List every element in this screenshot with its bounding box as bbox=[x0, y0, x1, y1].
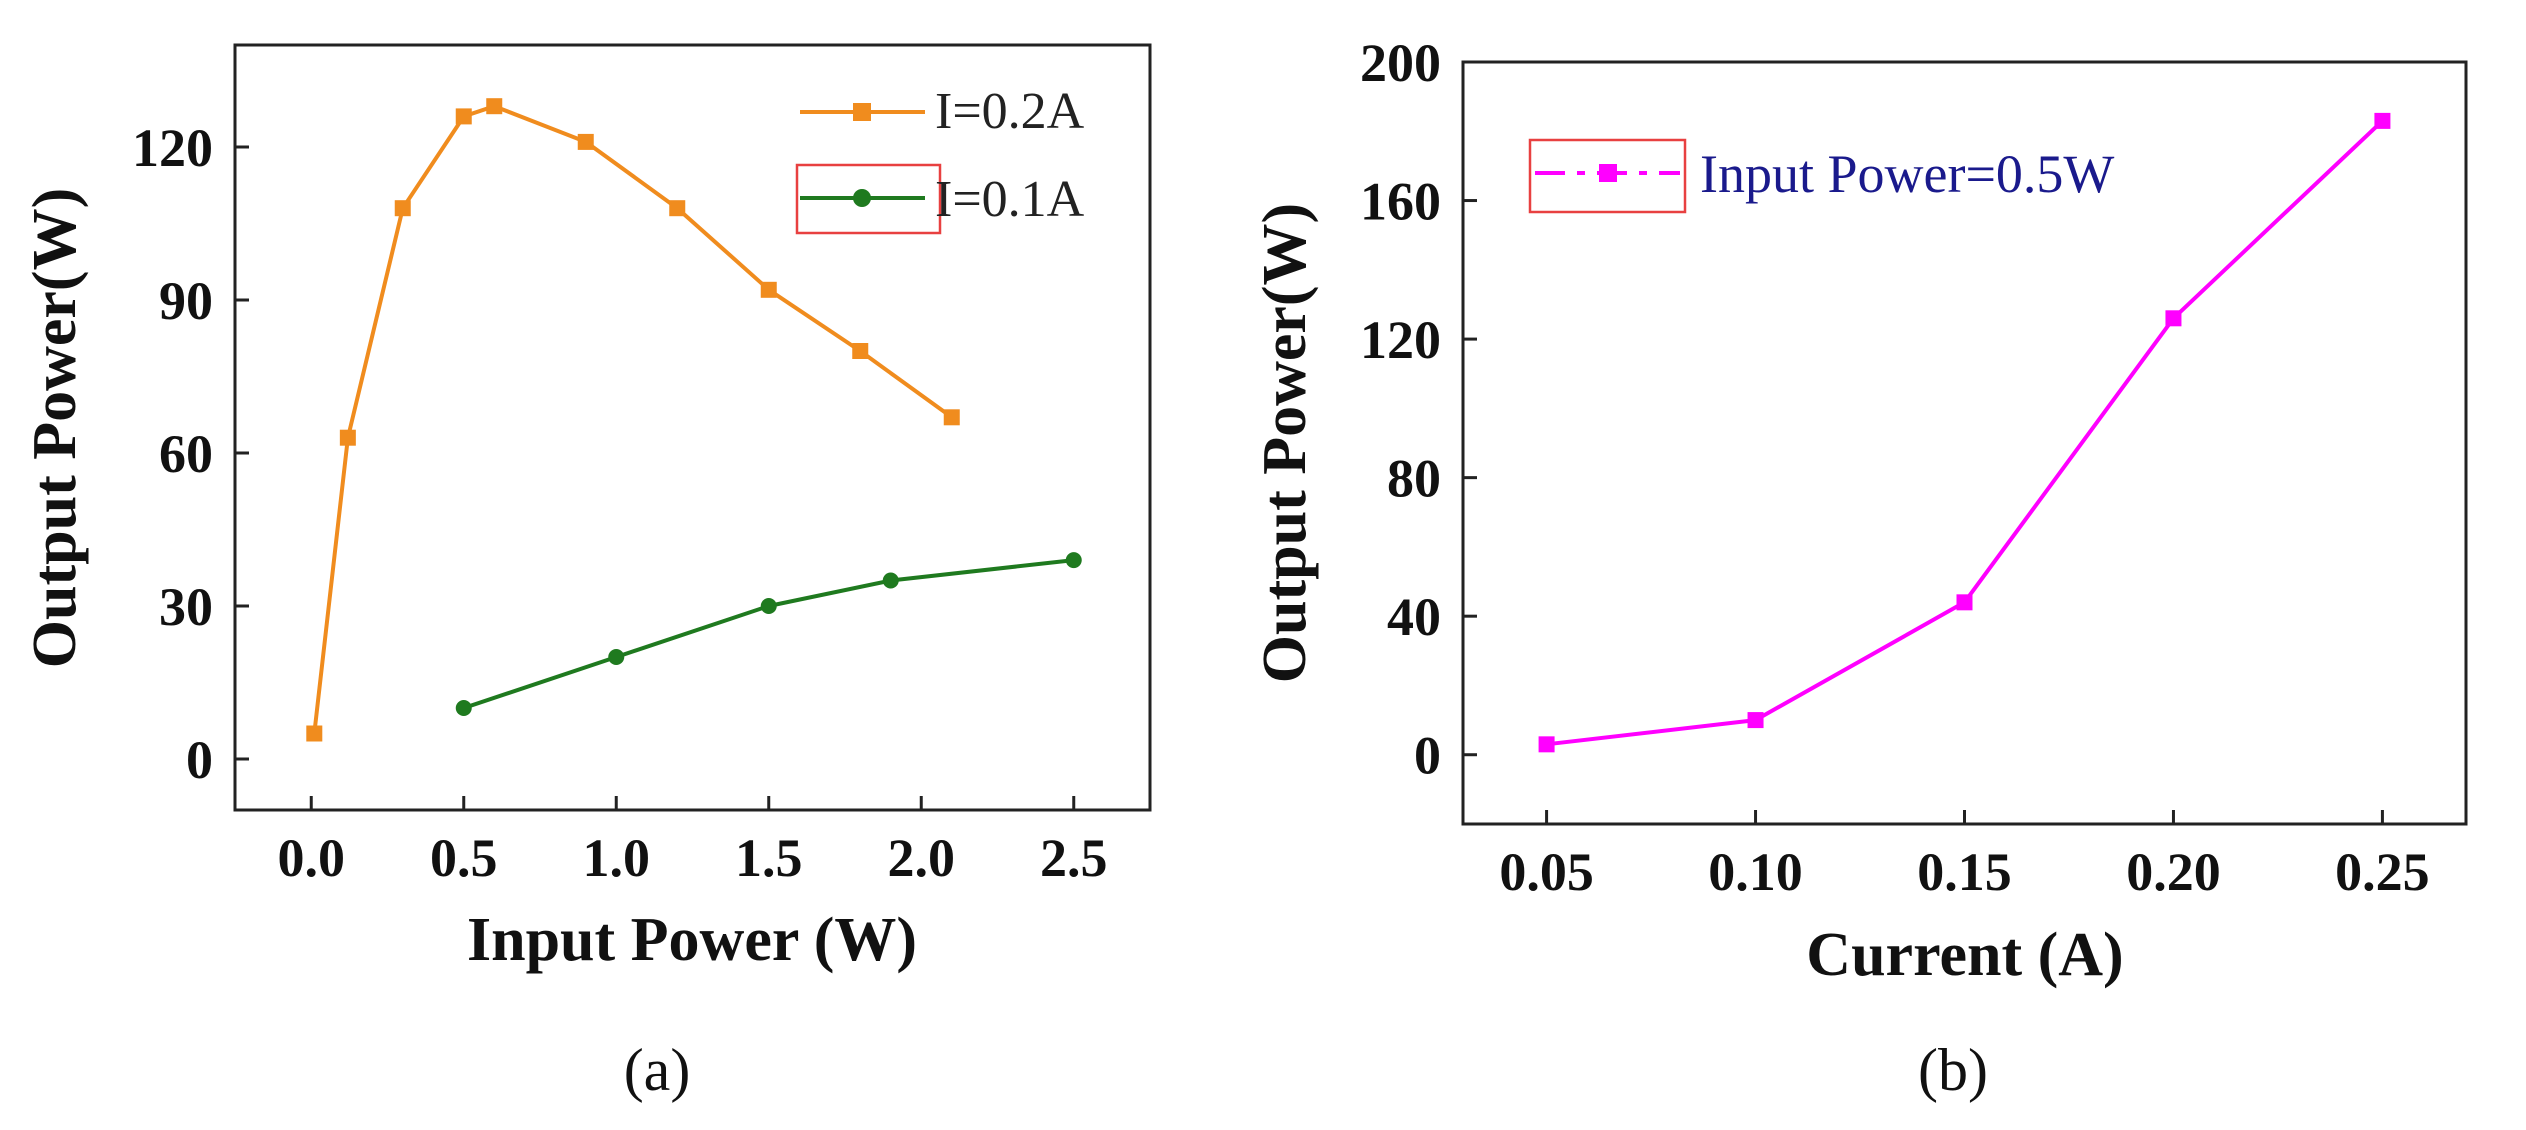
chart-b-xtick-label: 0.20 bbox=[2126, 842, 2221, 902]
chart-b-ylabel: Output Power(W) bbox=[1251, 203, 1319, 683]
chart-a-series bbox=[306, 98, 1082, 742]
chart-b-xtick-label: 0.05 bbox=[1499, 842, 1594, 902]
chart-a-series-line-1 bbox=[463, 558, 1075, 710]
chart-a: 0.0 0.5 1.0 1.5 2.0 2.5 0 30 60 90 120 Input Power… bbox=[21, 43, 1152, 1103]
legend-label-input-power: Input Power=0.5W bbox=[1700, 144, 2114, 204]
chart-a-point bbox=[608, 649, 625, 665]
chart-b-point bbox=[1538, 736, 1555, 753]
chart-b-tick-labels: 0.05 0.10 0.15 0.20 0.25 0 40 80 120 160 200 bbox=[1360, 33, 2430, 902]
chart-a-point bbox=[852, 343, 869, 359]
chart-a-point bbox=[306, 725, 323, 742]
legend-marker-i02 bbox=[853, 103, 871, 121]
chart-a-ylabel: Output Power(W) bbox=[21, 188, 89, 668]
chart-a-point bbox=[760, 281, 777, 298]
legend-highlight-box bbox=[795, 163, 942, 235]
chart-a-point bbox=[882, 572, 899, 589]
chart-a-point bbox=[455, 700, 472, 716]
chart-b-ytick-label: 200 bbox=[1360, 33, 1441, 93]
chart-b-ticks bbox=[1463, 60, 2384, 824]
chart-a-ytick-label: 0 bbox=[186, 730, 213, 790]
legend-label-i02: I=0.2A bbox=[935, 83, 1085, 140]
chart-a-xtick-label: 2.0 bbox=[888, 828, 956, 888]
chart-b-ytick-label: 40 bbox=[1387, 587, 1441, 647]
chart-b-legend: Input Power=0.5W bbox=[1528, 138, 2114, 214]
chart-b-xtick-label: 0.25 bbox=[2335, 842, 2430, 902]
chart-a-xtick-label: 0.5 bbox=[430, 828, 498, 888]
chart-b-point bbox=[1747, 712, 1764, 729]
chart-b-caption: (b) bbox=[1918, 1037, 1988, 1103]
chart-a-xtick-label: 2.5 bbox=[1040, 828, 1108, 888]
chart-a-point bbox=[760, 598, 777, 614]
legend-highlight-box-b bbox=[1528, 138, 1687, 214]
chart-b-point bbox=[2165, 310, 2182, 327]
chart-a-point bbox=[669, 200, 686, 217]
chart-b-point bbox=[2374, 112, 2391, 129]
chart-a-ytick-label: 120 bbox=[132, 118, 213, 178]
chart-b-xtick-label: 0.15 bbox=[1917, 842, 2012, 902]
chart-a-point bbox=[339, 429, 356, 446]
chart-b-ytick-label: 0 bbox=[1414, 726, 1441, 786]
chart-a-point bbox=[943, 409, 960, 426]
chart-a-ytick-label: 90 bbox=[159, 271, 213, 331]
chart-b-xlabel: Current (A) bbox=[1806, 921, 2123, 989]
chart-a-xtick-label: 1.0 bbox=[583, 828, 651, 888]
legend-marker-input-power bbox=[1599, 164, 1617, 182]
chart-b: 0.05 0.10 0.15 0.20 0.25 0 40 80 120 160 200 Curre… bbox=[1251, 33, 2468, 1103]
chart-b-ytick-label: 80 bbox=[1387, 449, 1441, 509]
chart-a-ytick-label: 60 bbox=[159, 424, 213, 484]
chart-b-ytick-label: 120 bbox=[1360, 310, 1441, 370]
chart-a-series-line-0 bbox=[312, 104, 953, 734]
chart-a-legend: I=0.2A I=0.1A bbox=[795, 83, 1085, 235]
chart-b-xtick-label: 0.10 bbox=[1708, 842, 1803, 902]
legend-label-i01: I=0.1A bbox=[935, 171, 1085, 228]
chart-a-xtick-label: 1.5 bbox=[735, 828, 803, 888]
chart-b-ytick-label: 160 bbox=[1360, 172, 1441, 232]
chart-a-caption: (a) bbox=[624, 1037, 691, 1103]
chart-a-ticks bbox=[235, 145, 1076, 810]
chart-a-ytick-label: 30 bbox=[159, 577, 213, 637]
chart-a-point bbox=[455, 108, 472, 125]
chart-a-point bbox=[486, 98, 503, 115]
chart-b-series-line-0 bbox=[1546, 119, 2384, 747]
chart-a-plot-frame bbox=[233, 43, 1152, 812]
chart-b-series bbox=[1538, 112, 2391, 753]
chart-a-point bbox=[394, 200, 411, 217]
legend-marker-i01 bbox=[853, 189, 871, 207]
chart-a-point bbox=[1065, 552, 1082, 569]
chart-b-point bbox=[1956, 594, 1973, 611]
chart-a-tick-labels: 0.0 0.5 1.0 1.5 2.0 2.5 0 30 60 90 120 bbox=[132, 118, 1108, 888]
chart-a-xlabel: Input Power (W) bbox=[467, 906, 917, 974]
chart-a-point bbox=[577, 133, 594, 150]
chart-a-xtick-label: 0.0 bbox=[278, 828, 346, 888]
